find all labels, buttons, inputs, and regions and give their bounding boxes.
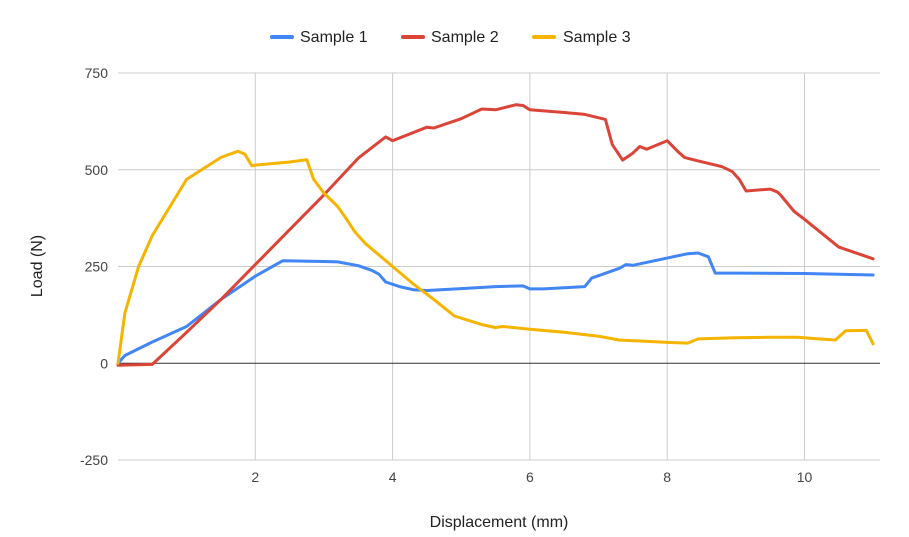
x-tick-label: 2 [251,469,259,485]
x-tick-label: 8 [663,469,671,485]
y-tick-label: 250 [85,259,109,275]
y-tick-label: -250 [80,452,108,468]
x-tick-label: 6 [526,469,534,485]
x-tick-label: 10 [797,469,813,485]
legend: Sample 1 Sample 2 Sample 3 [270,29,631,46]
y-tick-label: 0 [100,355,108,371]
y-tick-label: 500 [85,162,109,178]
grid-lines [118,72,880,461]
series-line-sample-1 [116,251,875,365]
x-tick-label: 4 [389,469,397,485]
series-line-sample-3 [116,149,875,365]
legend-label: Sample 3 [563,29,631,46]
legend-label: Sample 1 [300,29,368,46]
y-tick-label: 750 [85,65,109,81]
axes: -250 0 250 500 750 2 4 6 8 10 [80,65,880,485]
legend-label: Sample 2 [431,29,499,46]
y-axis-title: Load (N) [29,235,46,297]
series-line-sample-2 [116,103,875,367]
x-axis-title: Displacement (mm) [430,514,569,531]
series-lines [116,103,875,367]
